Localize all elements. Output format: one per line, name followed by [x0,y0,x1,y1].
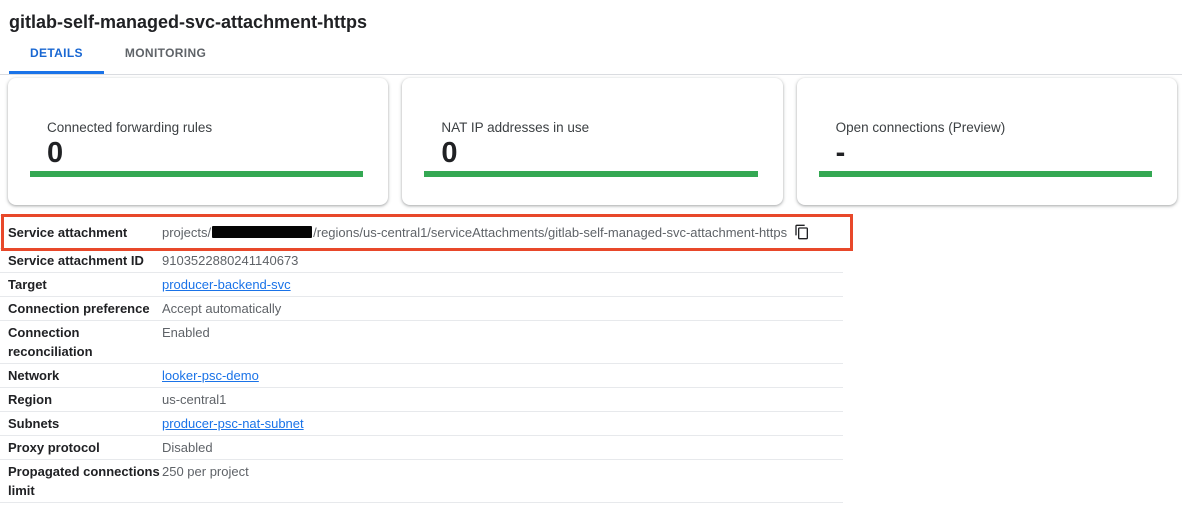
table-row-proxy-protocol: Proxy protocol Disabled [0,436,843,460]
content-copy-icon[interactable] [794,224,810,240]
scorecard-value: - [835,137,846,169]
tab-monitoring-label: MONITORING [124,45,207,60]
table-row-subnets: Subnets producer-psc-nat-subnet [0,412,843,436]
row-label: Network [8,368,60,383]
details-table: Service attachment projects/ /regions/us-… [0,214,853,503]
row-label: Propagated connections limit [8,464,160,498]
table-row-service-attachment: Service attachment projects/ /regions/us-… [0,216,843,249]
row-value: producer-backend-svc [162,275,843,294]
table-row-target: Target producer-backend-svc [0,273,843,297]
row-value: Accept automatically [162,301,282,316]
row-label: Service attachment [8,224,128,240]
row-label: Proxy protocol [8,440,100,455]
tab-bar: DETAILS MONITORING [0,34,1182,75]
row-value: producer-psc-nat-subnet [162,414,843,433]
value-suffix: /regions/us-central1/serviceAttachments/… [313,224,788,240]
row-label: Region [8,392,53,407]
row-value: us-central1 [162,392,227,407]
network-link[interactable]: looker-psc-demo [162,368,259,383]
scorecard-label: Open connections (Preview) [835,120,1006,135]
subnet-link[interactable]: producer-psc-nat-subnet [162,416,304,431]
tab-details[interactable]: DETAILS [9,34,104,74]
scorecard-value: 0 [441,137,458,169]
table-row-propagated-connections-limit: Propagated connections limit 250 per pro… [0,460,843,503]
value-prefix: projects/ [162,224,212,240]
scorecard-label: Connected forwarding rules [47,120,213,135]
page-title: gitlab-self-managed-svc-attachment-https [9,12,368,32]
redaction-box [212,225,313,238]
scorecards: Connected forwarding rules 0 NAT IP addr… [0,75,1182,205]
table-row-connection-preference: Connection preference Accept automatical… [0,297,843,321]
row-value: 250 per project [162,464,249,479]
row-value: projects/ /regions/us-central1/serviceAtt… [162,223,843,242]
scorecard-bar [424,171,758,177]
table-row-region: Region us-central1 [0,388,843,412]
tab-monitoring[interactable]: MONITORING [104,34,227,74]
row-value: looker-psc-demo [162,366,843,385]
scorecard-nat-ip-addresses: NAT IP addresses in use 0 [402,78,783,205]
table-row-service-attachment-id: Service attachment ID 910352288024114067… [0,249,843,273]
table-row-connection-reconciliation: Connection reconciliation Enabled [0,321,843,364]
row-label: Connection preference [8,301,150,316]
row-label: Subnets [8,416,60,431]
scorecard-connected-forwarding-rules: Connected forwarding rules 0 [8,78,389,205]
tab-details-label: DETAILS [30,45,83,60]
target-link[interactable]: producer-backend-svc [162,277,291,292]
row-value: Enabled [162,325,210,340]
table-row-network: Network looker-psc-demo [0,364,843,388]
row-label: Connection reconciliation [8,325,93,359]
row-value: Disabled [162,440,213,455]
scorecard-open-connections: Open connections (Preview) - [796,78,1177,205]
scorecard-bar [30,171,364,177]
row-value: 9103522880241140673 [162,253,299,268]
scorecard-label: NAT IP addresses in use [441,120,590,135]
row-label: Service attachment ID [8,253,144,268]
row-label: Target [8,277,47,292]
scorecard-bar [818,171,1152,177]
scorecard-value: 0 [47,137,64,169]
